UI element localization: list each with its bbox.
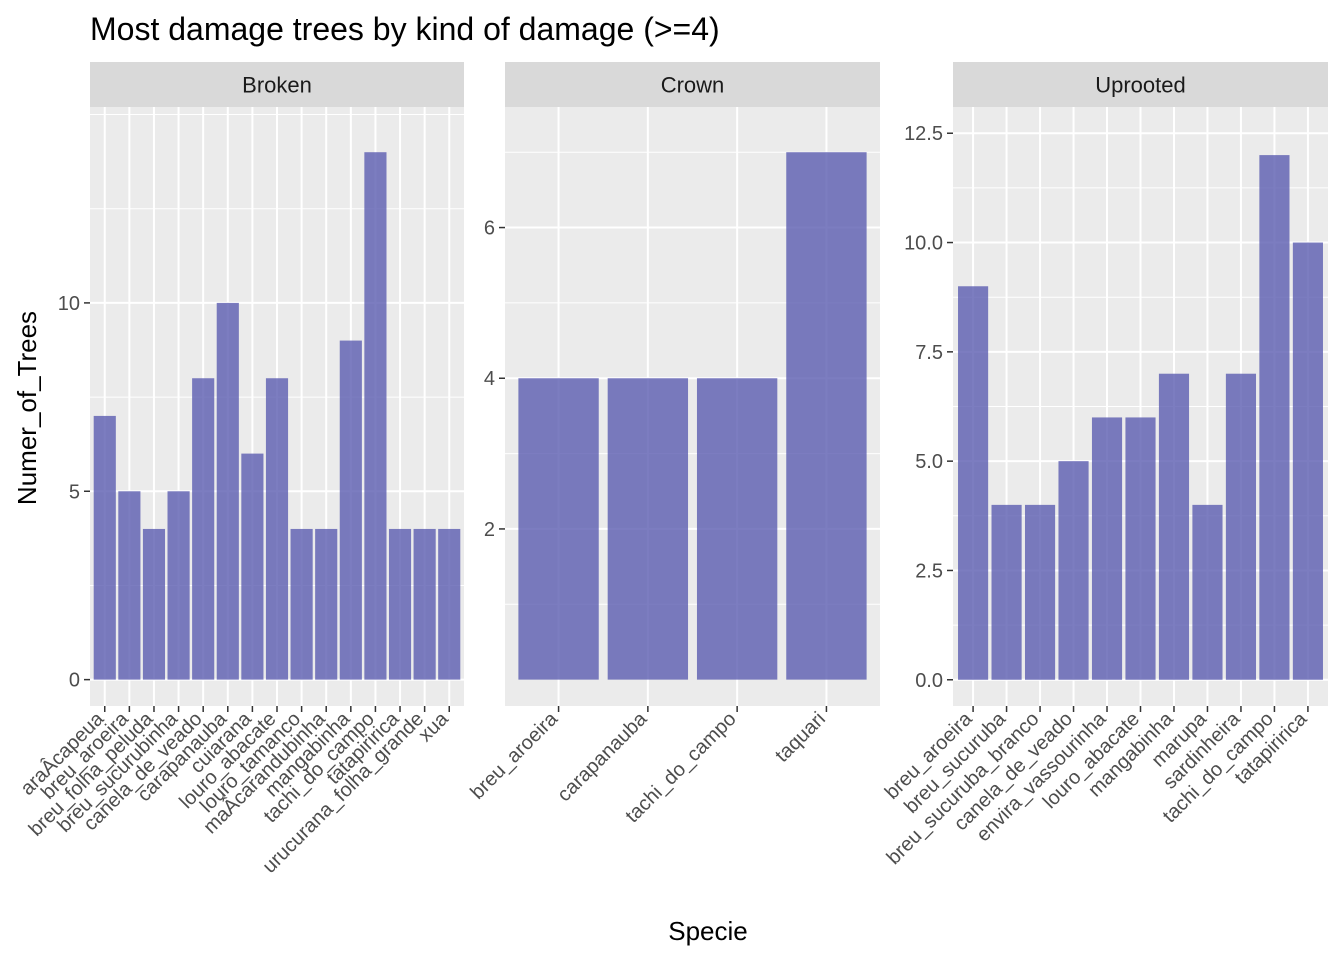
y-axis-title: Numer_of_Trees: [12, 311, 42, 505]
bar-taquari: [786, 152, 867, 680]
x-axis-title: Specie: [668, 916, 748, 946]
y-tick-label: 0.0: [915, 670, 943, 692]
bar-carapanauba: [216, 302, 239, 680]
facet-crown: Crown246breu_aroeiracarapanaubatachi_do_…: [466, 62, 880, 827]
bar-cuiarana: [241, 453, 264, 680]
facet-uprooted: Uprooted0.02.55.07.510.012.5breu_aroeira…: [881, 62, 1328, 869]
bar-tatapiririca: [388, 528, 412, 680]
y-tick-label: 5.0: [915, 451, 943, 473]
y-tick-label: 4: [484, 368, 495, 390]
bar-marupa: [1192, 504, 1223, 680]
facet-strip-label: Broken: [242, 73, 312, 98]
x-tick-label: breu_aroeira: [466, 707, 562, 803]
y-tick-label: 7.5: [915, 342, 943, 364]
bar-breu-aroeira: [518, 378, 599, 680]
y-tick-label: 6: [484, 218, 495, 240]
facet-strip: [505, 62, 880, 107]
bar-mangabinha: [339, 340, 362, 680]
y-tick-label: 12.5: [904, 123, 943, 145]
bar-canela-de-veado: [192, 378, 215, 680]
x-tick-label: taquari: [771, 708, 830, 767]
bar-breu-aroeira: [118, 491, 141, 680]
bar-urucurana-folha-grande: [413, 528, 436, 680]
bar-mangabinha: [1158, 373, 1190, 680]
bar-breu-sucurubinha: [167, 491, 190, 680]
bar-sardinheira: [1225, 373, 1257, 680]
chart-title: Most damage trees by kind of damage (>=4…: [90, 11, 720, 47]
bar-canela-de-veado: [1058, 461, 1089, 680]
y-tick-label: 0: [69, 670, 80, 692]
bar-breu-aroeira: [958, 286, 989, 680]
x-tick-label: carapanauba: [553, 707, 652, 806]
y-tick-label: 2: [484, 519, 495, 541]
facet-panels: Broken0510araÂcapeuabreu_aroeirabreu_fol…: [16, 62, 1328, 878]
bar-xua: [438, 528, 461, 680]
bar-tatapiririca: [1292, 242, 1323, 680]
bar-breu-sucuruba: [991, 504, 1022, 680]
bar-tachi-do-campo: [696, 378, 778, 680]
facet-strip: [953, 62, 1328, 107]
y-tick-label: 2.5: [915, 560, 943, 582]
bar-breu-folha-peluda: [142, 528, 166, 680]
bar-tachi-do-campo: [1259, 155, 1290, 680]
bar-breu-sucuruba-branco: [1024, 504, 1056, 680]
facet-strip-label: Crown: [661, 73, 725, 98]
y-tick-label: 5: [69, 481, 80, 503]
y-tick-label: 10: [58, 293, 80, 315]
x-tick-label: xua: [414, 707, 453, 746]
bar-envira-vassourinha: [1091, 417, 1123, 680]
facet-strip: [90, 62, 464, 107]
bar-louro-tamanco: [290, 528, 313, 680]
facet-strip-label: Uprooted: [1095, 73, 1186, 98]
y-tick-label: 10.0: [904, 233, 943, 255]
facet-broken: Broken0510araÂcapeuabreu_aroeirabreu_fol…: [16, 62, 464, 878]
bar-louro-abacate: [265, 378, 289, 680]
bar-ma-carandubinha: [315, 528, 338, 680]
bar-carapanauba: [607, 378, 689, 680]
bar-tachi-do-campo: [364, 152, 387, 680]
bar-ara-capeua: [93, 415, 116, 680]
bar-louro-abacate: [1125, 417, 1156, 680]
